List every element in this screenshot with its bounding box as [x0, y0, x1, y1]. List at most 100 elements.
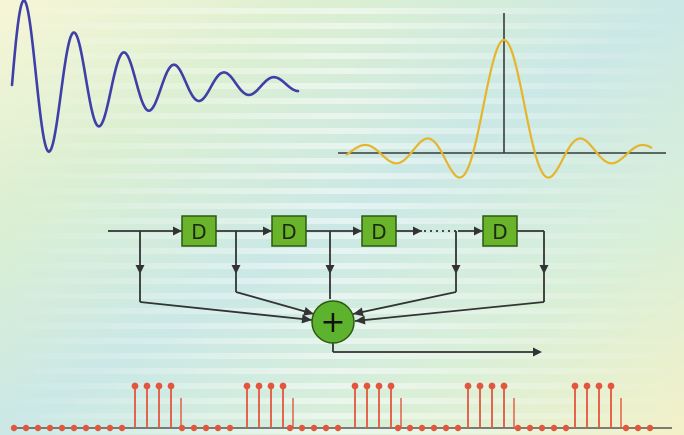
pulse-sample-zero: [442, 424, 450, 432]
background-stripe: [0, 173, 684, 179]
signal-line: [235, 291, 315, 315]
arrowhead: [353, 226, 362, 236]
arrowhead: [474, 226, 483, 236]
delay-label-4: D: [492, 220, 507, 244]
pulse-sample-high: [488, 382, 496, 390]
pulse-sample-zero: [118, 424, 126, 432]
background-stripe: [0, 128, 684, 134]
background-stripe: [0, 263, 684, 269]
pulse-sample-zero: [70, 424, 78, 432]
background-stripe: [0, 383, 684, 389]
pulse-sample-zero: [226, 424, 234, 432]
pulse-sample-zero: [454, 424, 462, 432]
summing-node: +: [311, 300, 355, 344]
delay-label-1: D: [191, 220, 206, 244]
pulse-sample-high: [607, 382, 615, 390]
pulse-sample-zero: [34, 424, 42, 432]
pulse-sample-zero: [22, 424, 30, 432]
pulse-sample-zero: [430, 424, 438, 432]
pulse-sample-high: [387, 382, 395, 390]
background-stripe: [0, 203, 684, 209]
delay-block-4: D: [482, 215, 518, 247]
pulse-sample-zero: [214, 424, 222, 432]
delay-block-1: D: [181, 215, 217, 247]
background-stripe: [0, 353, 684, 359]
pulse-sample-zero: [286, 424, 294, 432]
background-stripe: [0, 68, 684, 74]
background-stripe: [0, 218, 684, 224]
arrowhead: [303, 306, 314, 316]
signal-line: [352, 291, 457, 315]
pulse-sample-zero: [46, 424, 54, 432]
background-stripe: [0, 188, 684, 194]
pulse-sample-high: [143, 382, 151, 390]
pulse-sample-zero: [10, 424, 18, 432]
signal-line: [354, 301, 545, 322]
signal-paths: [108, 226, 549, 357]
pulse-sample-zero: [550, 424, 558, 432]
background-stripe: [0, 113, 684, 119]
fir-filter-diagram: D D D D +: [108, 215, 549, 357]
pulse-sample-zero: [310, 424, 318, 432]
arrowhead: [173, 226, 182, 236]
pulse-sample-zero: [406, 424, 414, 432]
arrowhead: [353, 307, 364, 317]
pulse-sample-high: [243, 382, 251, 390]
pulse-sample-high: [255, 382, 263, 390]
delay-block-2: D: [271, 215, 307, 247]
pulse-sample-zero: [646, 424, 654, 432]
background-stripe: [0, 53, 684, 59]
background-stripe: [0, 83, 684, 89]
pulse-sample-zero: [94, 424, 102, 432]
pulse-sample-zero: [106, 424, 114, 432]
pulse-sample-high: [155, 382, 163, 390]
background-stripe: [0, 98, 684, 104]
sinc-plot: [338, 13, 666, 179]
background-stripe: [0, 8, 684, 14]
background-stripe: [0, 428, 684, 434]
pulse-sample-zero: [82, 424, 90, 432]
pulse-sample-zero: [514, 424, 522, 432]
background-stripe: [0, 293, 684, 299]
pulse-sample-high: [351, 382, 359, 390]
arrowhead: [539, 265, 549, 274]
damped-oscillation-curve: [10, 0, 300, 154]
pulse-sample-zero: [562, 424, 570, 432]
background-stripe: [0, 38, 684, 44]
pulse-sample-zero: [298, 424, 306, 432]
pulse-sample-zero: [178, 424, 186, 432]
pulse-sample-zero: [334, 424, 342, 432]
arrowhead: [325, 265, 335, 274]
pulse-sample-zero: [202, 424, 210, 432]
background-stripe: [0, 23, 684, 29]
pulse-sample-high: [363, 382, 371, 390]
pulse-sample-high: [131, 382, 139, 390]
pulse-sample-zero: [538, 424, 546, 432]
arrowhead: [355, 315, 366, 325]
pulse-sample-zero: [622, 424, 630, 432]
arrowhead: [451, 265, 461, 274]
pulse-sample-high: [167, 382, 175, 390]
background-stripe: [0, 368, 684, 374]
pulse-sample-zero: [322, 424, 330, 432]
pulse-sample-zero: [394, 424, 402, 432]
background-stripe: [0, 233, 684, 239]
arrowhead: [263, 226, 272, 236]
pulse-sample-high: [500, 382, 508, 390]
pulse-sample-high: [583, 382, 591, 390]
pulse-sample-high: [571, 382, 579, 390]
pulse-sample-high: [279, 382, 287, 390]
summer-plus-sign: +: [320, 305, 345, 340]
background-stripe: [0, 398, 684, 404]
pulse-sample-zero: [634, 424, 642, 432]
background-stripe: [0, 413, 684, 419]
pulse-sample-high: [267, 382, 275, 390]
arrowhead: [135, 265, 145, 274]
pulse-train: [10, 382, 672, 432]
background-stripe: [0, 158, 684, 164]
pulse-sample-zero: [418, 424, 426, 432]
pulse-sample-high: [375, 382, 383, 390]
pulse-sample-zero: [190, 424, 198, 432]
signal-line: [139, 301, 313, 321]
